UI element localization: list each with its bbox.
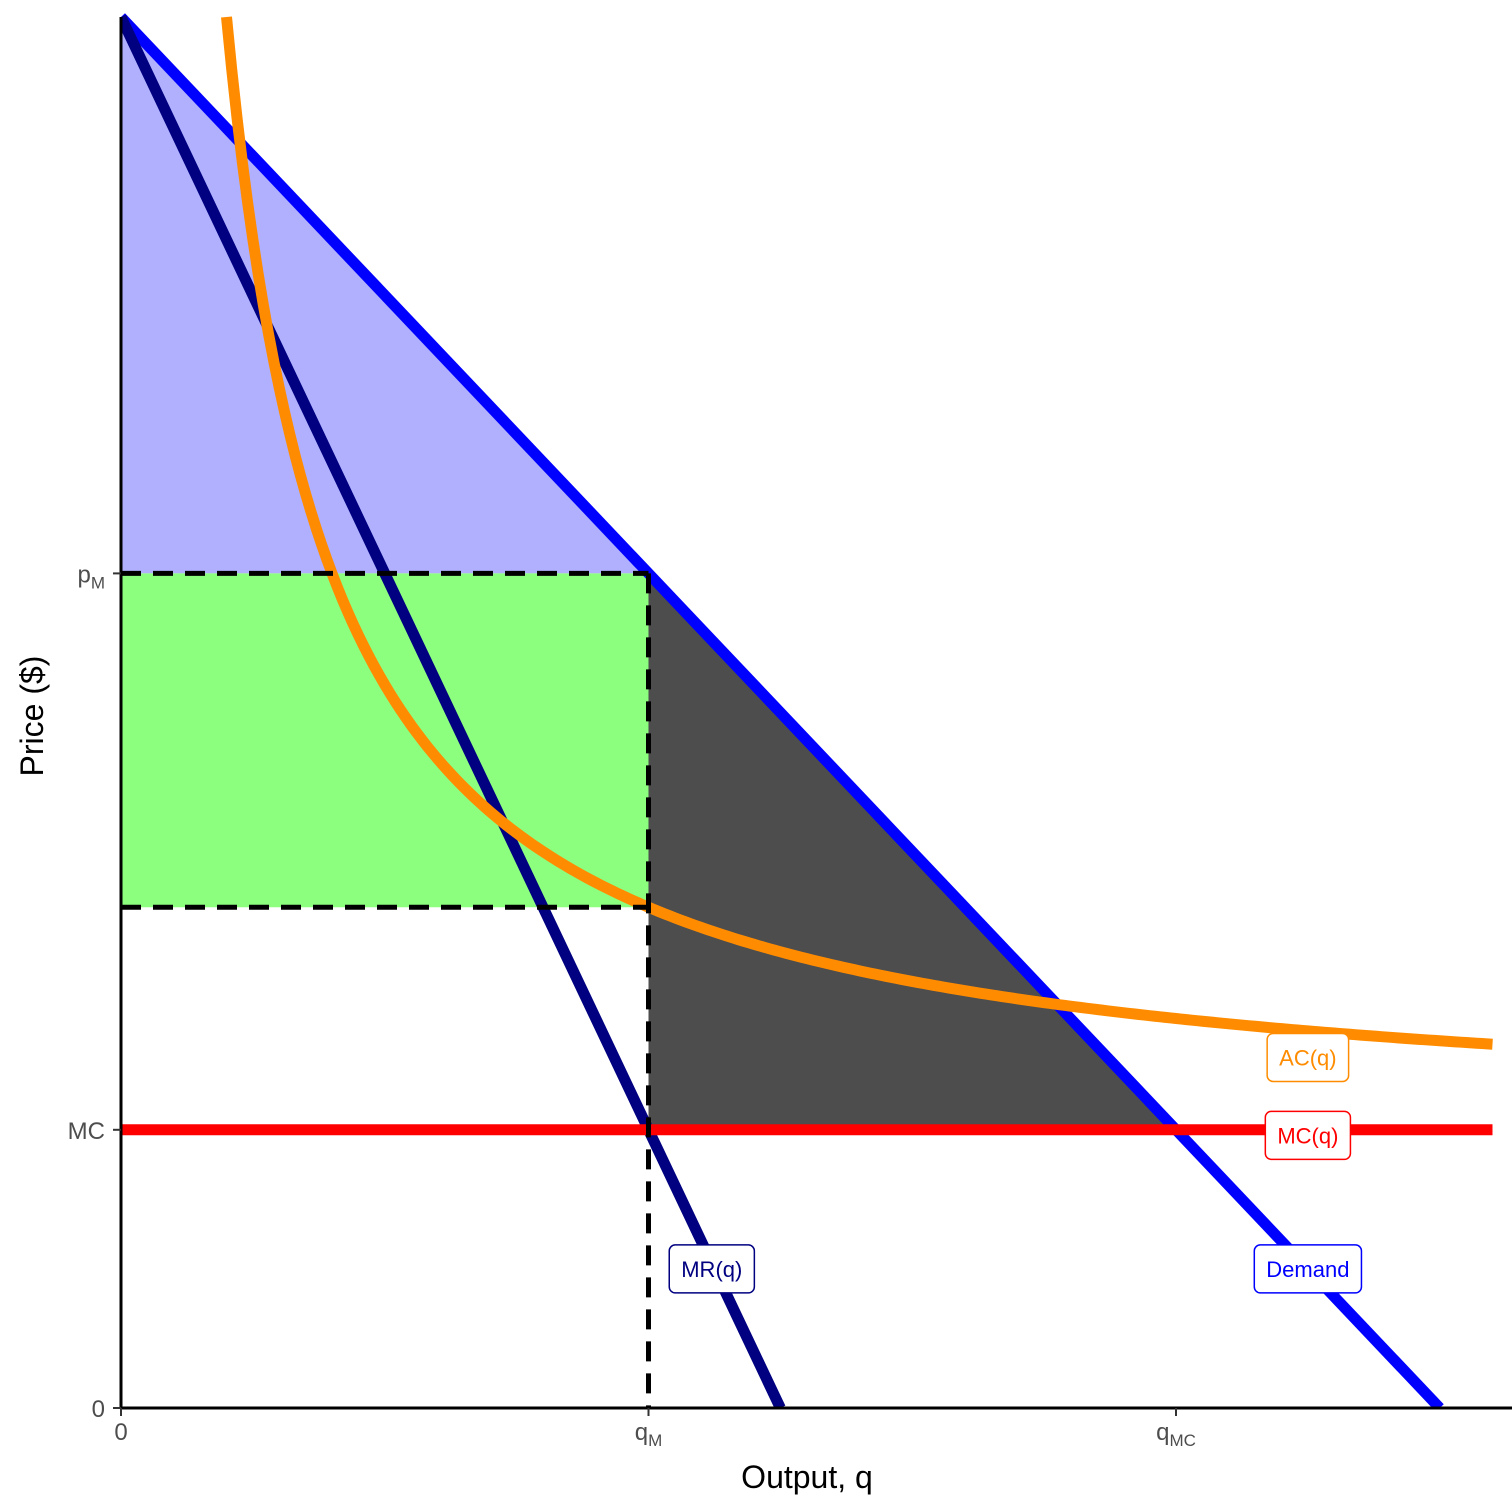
series-demand [121, 13, 1444, 1408]
label-mc-q: MC(q) [1264, 1110, 1352, 1161]
y-tick-label-1: MC [68, 1118, 105, 1145]
label-mr-q: MR(q) [668, 1244, 756, 1294]
svg-text:Demand: Demand [1266, 1257, 1349, 1282]
series-ac-q [221, 16, 1493, 1050]
x-tick-label-0: 0 [114, 1419, 127, 1446]
y-axis-title: Price ($) [14, 656, 50, 777]
x-tick-label-2: qMC [1156, 1419, 1196, 1450]
y-tick-label-0: 0 [92, 1396, 105, 1423]
svg-text:AC(q): AC(q) [1279, 1045, 1336, 1070]
svg-text:MC(q): MC(q) [1277, 1123, 1338, 1148]
y-tick-label-2: pM [77, 561, 105, 592]
curves [121, 13, 1493, 1408]
axes: 0 qM qMC 0 MC pM [68, 17, 1512, 1450]
svg-text:MR(q): MR(q) [681, 1257, 742, 1282]
curve-labels: AC(q) MC(q) MR(q) Demand [668, 1032, 1363, 1294]
series-mr-q [121, 14, 786, 1408]
x-tick-label-1: qM [635, 1419, 663, 1450]
label-demand: Demand [1253, 1244, 1363, 1294]
x-axis-title: Output, q [741, 1459, 873, 1495]
label-ac-q: AC(q) [1266, 1032, 1350, 1083]
area-1 [121, 573, 649, 908]
